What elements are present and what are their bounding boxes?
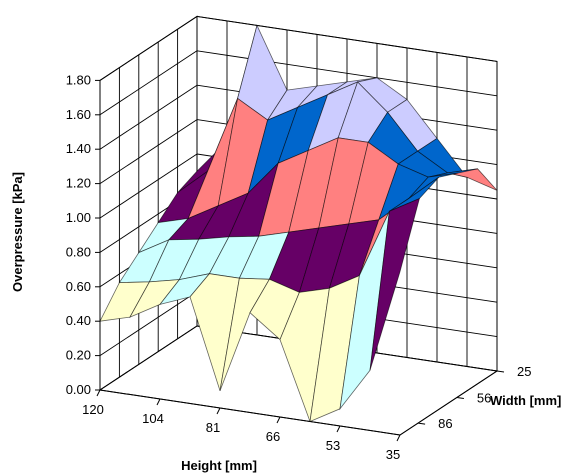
gridline xyxy=(99,325,198,391)
height-tick-label: 35 xyxy=(386,447,400,462)
gridline xyxy=(99,153,198,219)
gridline xyxy=(99,119,198,184)
height-tick-mark xyxy=(396,434,401,442)
height-tick-label: 120 xyxy=(82,402,104,417)
height-axis-line xyxy=(99,389,401,436)
z-tick-label: 1.60 xyxy=(66,107,91,122)
x-axis-title: Height [mm] xyxy=(181,458,257,473)
y-axis-title: Width [mm] xyxy=(490,393,561,408)
z-tick-label: 1.40 xyxy=(66,141,91,156)
z-tick-label: 1.80 xyxy=(66,72,91,87)
width-tick-label: 56 xyxy=(477,391,491,406)
width-tick-mark xyxy=(418,422,426,425)
surface-cell xyxy=(369,197,420,371)
width-tick-label: 86 xyxy=(438,416,452,431)
gridline xyxy=(99,84,198,150)
z-tick-label: 1.20 xyxy=(66,176,91,191)
width-axis-line xyxy=(399,370,498,436)
z-axis-ticks: 0.00 0.20 0.40 0.60 0.80 1.00 1.20 1.40 1.60 1.80 xyxy=(66,72,100,397)
height-tick-mark xyxy=(96,389,101,397)
chart-frame xyxy=(99,80,498,436)
z-tick-label: 0.40 xyxy=(66,313,91,328)
height-tick-mark xyxy=(276,416,281,424)
width-tick-mark xyxy=(496,370,505,373)
z-tick-label: 1.00 xyxy=(66,210,91,225)
width-axis-ticks: 25 56 86 xyxy=(418,364,531,431)
z-axis-title: Overpressure [kPa] xyxy=(10,172,25,292)
height-tick-mark xyxy=(156,398,161,406)
gridline xyxy=(99,16,198,81)
height-tick-label: 104 xyxy=(142,411,164,426)
height-tick-mark xyxy=(336,425,341,433)
height-axis-ticks: 120 104 81 66 53 35 xyxy=(82,389,401,462)
z-tick-label: 0.80 xyxy=(66,244,91,259)
gridline xyxy=(99,291,198,356)
height-tick-label: 66 xyxy=(266,429,280,444)
width-tick-mark xyxy=(456,397,464,399)
width-tick-label: 25 xyxy=(517,364,531,379)
height-tick-label: 53 xyxy=(326,438,340,453)
height-tick-label: 81 xyxy=(206,420,220,435)
z-tick-label: 0.60 xyxy=(66,279,91,294)
height-tick-mark xyxy=(216,407,221,415)
gridline xyxy=(99,50,198,116)
z-tick-label: 0.00 xyxy=(66,382,91,397)
surface-plot xyxy=(99,24,498,423)
z-tick-label: 0.20 xyxy=(66,348,91,363)
